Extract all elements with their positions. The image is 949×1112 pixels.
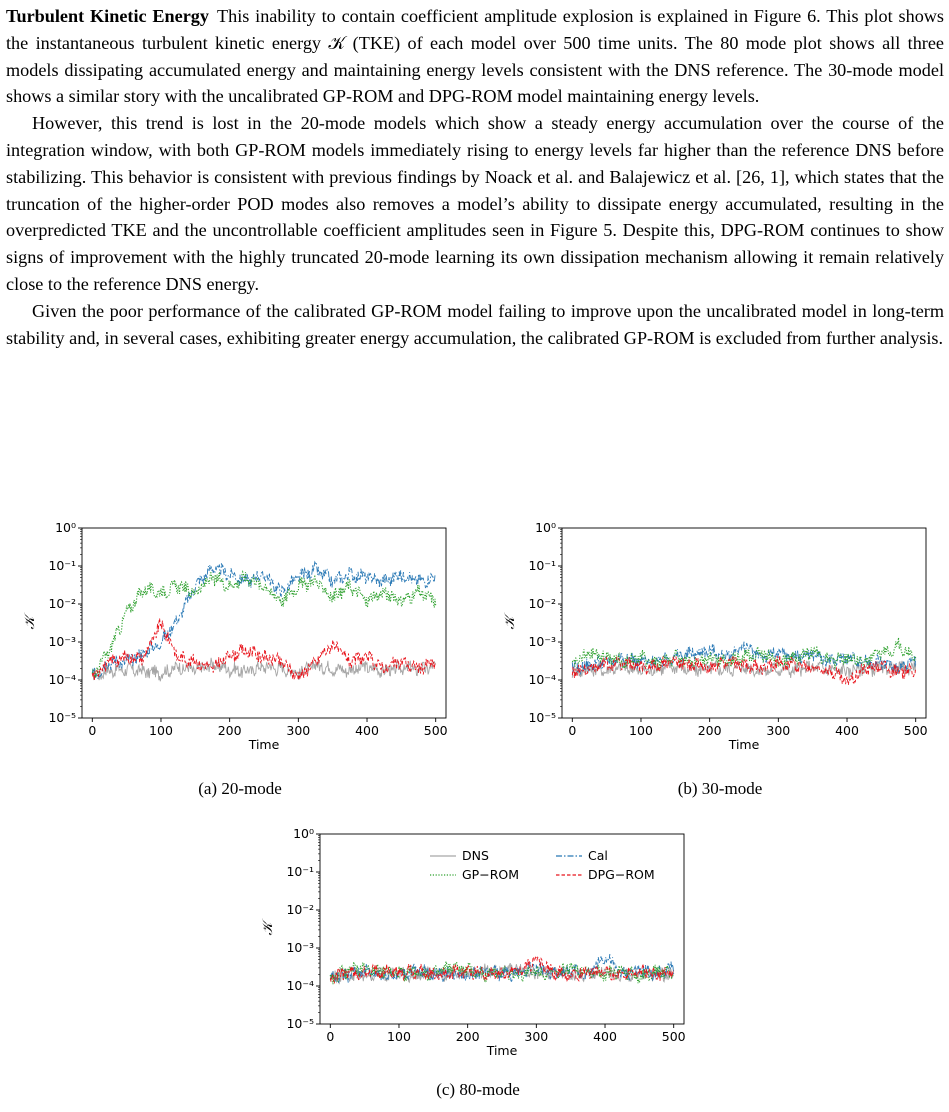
- y-tick-label: 10⁻⁵: [528, 710, 556, 725]
- paragraph-2: However, this trend is lost in the 20-mo…: [6, 113, 944, 294]
- y-tick-label: 10⁰: [535, 520, 556, 535]
- series-line-dns: [91, 657, 437, 682]
- paragraph-1-text: This inability to contain coefficient am…: [6, 6, 944, 107]
- y-tick-label: 10⁻⁴: [528, 672, 556, 687]
- y-tick-label: 10⁻⁴: [48, 672, 76, 687]
- x-tick-label: 200: [456, 1029, 480, 1044]
- paragraph-3: Given the poor performance of the calibr…: [6, 300, 944, 348]
- y-tick-label: 10⁰: [293, 826, 314, 841]
- plot-80-mode-svg: 10⁰ 10⁻¹ 10⁻² 10⁻³ 10⁻⁴ 10⁻⁵ 0 100 200 300 400 500 T…: [260, 826, 686, 1058]
- y-tick-label: 10⁻⁵: [286, 1016, 314, 1031]
- y-tick-label: 10⁻³: [48, 634, 76, 649]
- series-line-cal: [91, 560, 437, 679]
- x-tick-label: 0: [568, 723, 576, 738]
- y-tick-label: 10⁻³: [528, 634, 556, 649]
- x-tick-label: 500: [424, 723, 448, 738]
- body-text: Turbulent Kinetic Energy This inability t…: [6, 3, 944, 351]
- x-tick-label: 400: [355, 723, 379, 738]
- x-axis-label: Time: [728, 737, 760, 752]
- x-tick-label: 500: [904, 723, 928, 738]
- x-tick-label: 100: [387, 1029, 411, 1044]
- legend-label-cal: Cal: [588, 848, 608, 863]
- caption-80-mode: (c) 80-mode: [436, 1080, 520, 1099]
- y-tick-label: 10⁻²: [48, 596, 76, 611]
- x-tick-label: 300: [766, 723, 790, 738]
- legend-label-dns: DNS: [462, 848, 489, 863]
- x-tick-label: 500: [662, 1029, 686, 1044]
- plot-30-mode: 10⁰ 10⁻¹ 10⁻² 10⁻³ 10⁻⁴ 10⁻⁵ 0 100 200 300 400 500 T…: [500, 514, 940, 764]
- y-axis-label: 𝒦: [260, 918, 276, 936]
- paragraph-1: Turbulent Kinetic Energy This inability t…: [6, 3, 944, 110]
- x-tick-label: 300: [286, 723, 310, 738]
- axes-frame: [81, 527, 447, 719]
- y-tick-label: 10⁻¹: [48, 558, 76, 573]
- y-axis-label: 𝒦: [22, 612, 38, 630]
- x-tick-label: 0: [326, 1029, 334, 1044]
- y-tick-label: 10⁻⁵: [48, 710, 76, 725]
- y-tick-label: 10⁻³: [286, 940, 314, 955]
- series-line-cal: [329, 953, 675, 983]
- plot-20-mode-svg: 10⁰ 10⁻¹ 10⁻² 10⁻³ 10⁻⁴ 10⁻⁵ 0 100 200 300 400 500 T…: [22, 520, 448, 752]
- legend-label-gprom: GP−ROM: [462, 867, 519, 882]
- y-tick-label: 10⁻²: [528, 596, 556, 611]
- y-tick-label: 10⁰: [55, 520, 76, 535]
- series-line-dpgrom: [329, 955, 674, 985]
- plot-30-mode-svg: 10⁰ 10⁻¹ 10⁻² 10⁻³ 10⁻⁴ 10⁻⁵ 0 100 200 300 400 500 T…: [502, 520, 928, 752]
- y-tick-label: 10⁻¹: [286, 864, 314, 879]
- x-tick-label: 300: [524, 1029, 548, 1044]
- series-line-dpgrom: [571, 654, 917, 685]
- axes-frame: [319, 833, 685, 1025]
- y-tick-label: 10⁻²: [286, 902, 314, 917]
- x-tick-label: 100: [149, 723, 173, 738]
- series-line-gprom: [91, 570, 437, 678]
- y-tick-label: 10⁻⁴: [286, 978, 314, 993]
- y-axis-label: 𝒦: [502, 612, 518, 630]
- legend-label-dpgrom: DPG−ROM: [588, 867, 655, 882]
- caption-20-mode: (a) 20-mode: [198, 779, 282, 798]
- x-tick-label: 100: [629, 723, 653, 738]
- x-tick-label: 200: [218, 723, 242, 738]
- x-axis-label: Time: [486, 1043, 518, 1058]
- runin-heading: Turbulent Kinetic Energy: [6, 6, 209, 26]
- x-tick-label: 400: [593, 1029, 617, 1044]
- plot-80-mode: 10⁰ 10⁻¹ 10⁻² 10⁻³ 10⁻⁴ 10⁻⁵ 0 100 200 300 400 500 T…: [258, 820, 698, 1070]
- x-tick-label: 200: [698, 723, 722, 738]
- axes-frame: [561, 527, 927, 719]
- caption-30-mode: (b) 30-mode: [677, 779, 763, 798]
- series-line-dpgrom: [91, 618, 436, 681]
- x-tick-label: 400: [835, 723, 859, 738]
- x-tick-label: 0: [88, 723, 96, 738]
- plot-20-mode: 10⁰ 10⁻¹ 10⁻² 10⁻³ 10⁻⁴ 10⁻⁵ 0 100 200 300 400 500 T…: [20, 514, 460, 764]
- x-axis-label: Time: [248, 737, 280, 752]
- y-tick-label: 10⁻¹: [528, 558, 556, 573]
